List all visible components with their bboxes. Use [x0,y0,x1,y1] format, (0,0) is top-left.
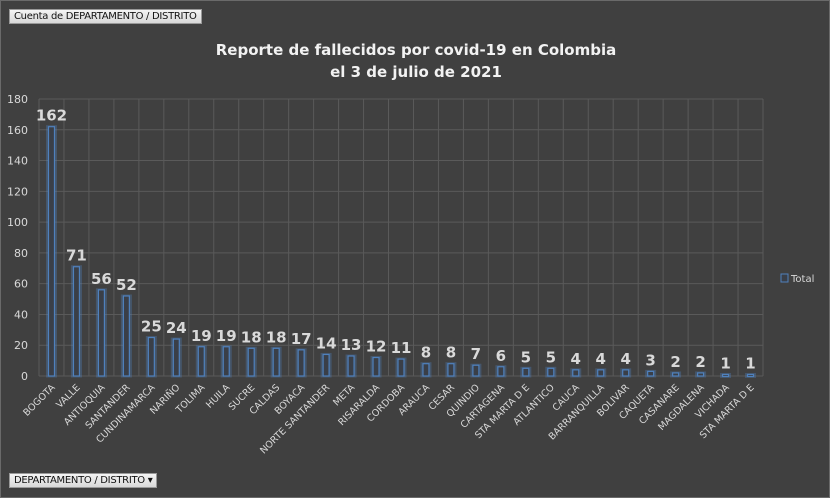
bar [222,346,230,377]
data-label: 8 [421,344,431,362]
y-tick-label: 180 [7,93,28,106]
data-label: 8 [446,344,456,362]
data-label: 71 [66,247,87,265]
y-tick-label: 20 [14,339,28,352]
chart-title: Reporte de fallecidos por covid-19 en Co… [1,39,829,83]
y-tick-label: 100 [7,216,28,229]
bar [247,347,255,377]
data-label: 4 [596,350,606,368]
bar [97,289,106,377]
legend-swatch [780,273,789,283]
data-label: 2 [670,353,680,371]
data-label: 5 [521,348,531,366]
data-label: 24 [166,319,187,337]
axis-field-label: DEPARTAMENTO / DISTRITO [14,475,145,486]
y-tick-label: 40 [14,308,28,321]
bar [696,372,705,377]
legend-label: Total [790,274,814,285]
data-label: 13 [341,336,362,354]
bar [147,336,155,377]
data-label: 162 [36,107,67,125]
data-label: 3 [645,351,655,369]
dropdown-arrow-icon: ▾ [147,475,153,486]
bar [672,372,680,377]
bar [47,126,56,377]
data-label: 4 [620,350,630,368]
title-line-2: el 3 de julio de 2021 [330,63,502,81]
bar [372,356,380,377]
y-tick-label: 80 [14,247,28,260]
y-tick-label: 120 [7,185,28,198]
bar [172,338,180,377]
data-label: 6 [496,347,506,365]
y-tick-label: 0 [21,370,28,383]
bar [122,295,130,377]
data-label: 25 [141,318,162,336]
bar [297,349,305,377]
data-label: 7 [471,345,481,363]
data-label: 2 [695,353,705,371]
bar [597,369,605,377]
bar [522,367,530,377]
bar [472,364,480,377]
data-label: 19 [191,327,212,345]
y-tick-label: 140 [7,155,28,168]
axis-field-button[interactable]: DEPARTAMENTO / DISTRITO ▾ [9,473,158,488]
data-label: 11 [391,339,412,357]
data-label: 1 [745,354,755,372]
data-label: 18 [241,328,262,346]
bar [746,373,755,378]
y-tick-label: 60 [14,278,28,291]
bar [397,358,405,377]
value-field-button[interactable]: Cuenta de DEPARTAMENTO / DISTRITO [9,9,202,24]
bar [622,369,630,377]
x-tick-label: BOGOTA [21,382,58,419]
data-label: 5 [546,348,556,366]
bar [72,266,81,377]
data-label: 18 [266,328,287,346]
data-label: 19 [216,327,237,345]
title-line-1: Reporte de fallecidos por covid-19 en Co… [215,41,617,59]
bar [647,370,655,377]
bar [422,363,430,377]
data-label: 14 [316,334,337,352]
bar [721,373,730,378]
data-label: 56 [91,270,112,288]
bar [272,347,280,377]
bar [322,353,330,377]
data-label: 52 [116,276,137,294]
y-tick-label: 160 [7,124,28,137]
bar [572,369,580,377]
data-label: 1 [720,354,730,372]
bar [447,363,455,377]
data-label: 17 [291,330,312,348]
data-label: 4 [571,350,581,368]
bar [197,346,205,377]
bar [347,355,355,377]
bar [547,367,555,377]
data-label: 12 [366,338,387,356]
bar [497,366,505,377]
